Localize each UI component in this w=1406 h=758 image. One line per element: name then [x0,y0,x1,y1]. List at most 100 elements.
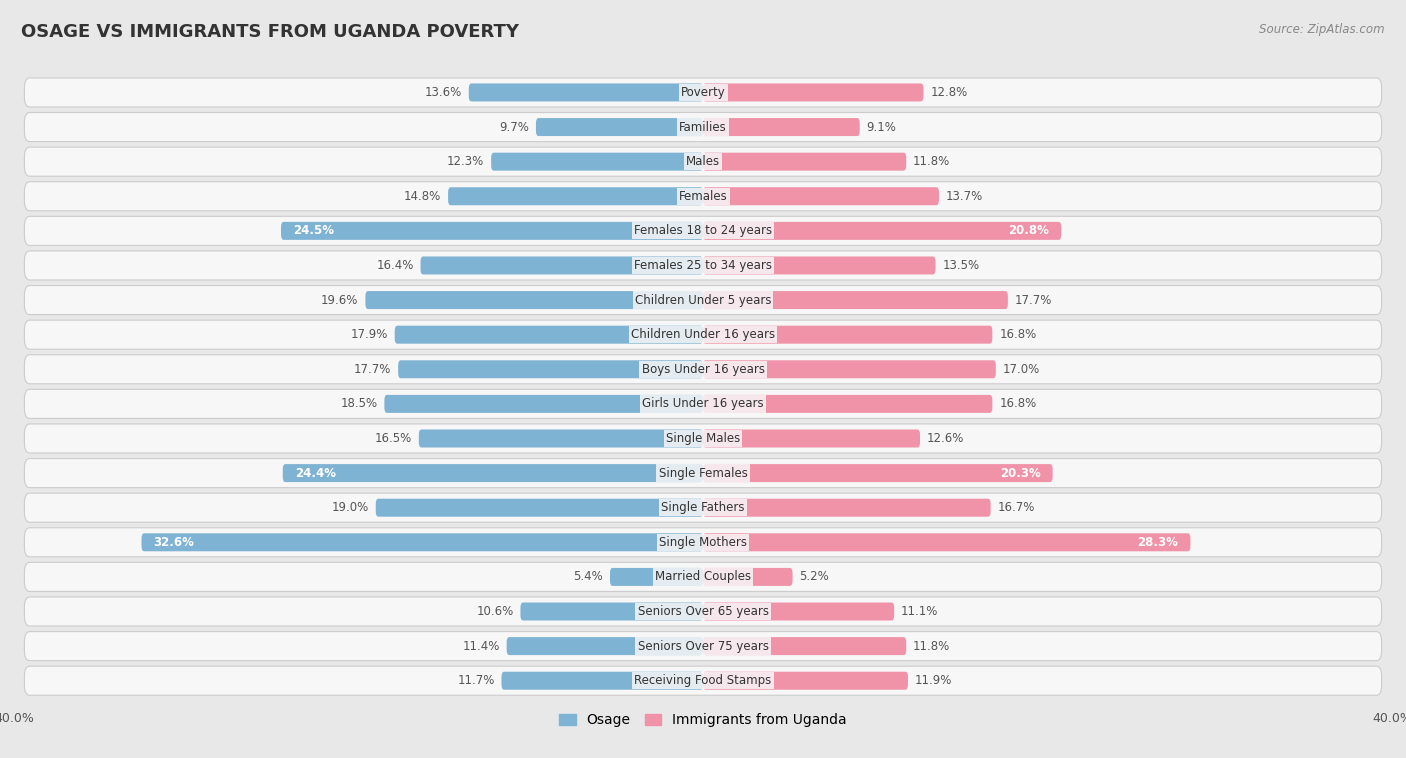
FancyBboxPatch shape [610,568,703,586]
Text: 12.6%: 12.6% [927,432,965,445]
Text: Females 18 to 24 years: Females 18 to 24 years [634,224,772,237]
Text: 11.4%: 11.4% [463,640,499,653]
Legend: Osage, Immigrants from Uganda: Osage, Immigrants from Uganda [554,708,852,733]
Text: Married Couples: Married Couples [655,571,751,584]
Text: 5.2%: 5.2% [800,571,830,584]
Text: 20.3%: 20.3% [1000,467,1040,480]
Text: 16.4%: 16.4% [377,259,413,272]
Text: Source: ZipAtlas.com: Source: ZipAtlas.com [1260,23,1385,36]
Text: 11.1%: 11.1% [901,605,938,618]
Text: Seniors Over 75 years: Seniors Over 75 years [637,640,769,653]
Text: 28.3%: 28.3% [1137,536,1178,549]
Text: 16.8%: 16.8% [1000,328,1036,341]
Text: Single Females: Single Females [658,467,748,480]
Text: Poverty: Poverty [681,86,725,99]
Text: 5.4%: 5.4% [574,571,603,584]
FancyBboxPatch shape [506,637,703,655]
FancyBboxPatch shape [703,360,995,378]
Text: 18.5%: 18.5% [340,397,377,410]
FancyBboxPatch shape [366,291,703,309]
Text: 11.8%: 11.8% [912,155,950,168]
FancyBboxPatch shape [703,118,859,136]
Text: 13.5%: 13.5% [942,259,980,272]
FancyBboxPatch shape [24,459,1382,487]
Text: Families: Families [679,121,727,133]
FancyBboxPatch shape [420,256,703,274]
FancyBboxPatch shape [24,216,1382,246]
FancyBboxPatch shape [24,390,1382,418]
FancyBboxPatch shape [703,256,935,274]
FancyBboxPatch shape [281,222,703,240]
Text: 17.0%: 17.0% [1002,363,1040,376]
FancyBboxPatch shape [536,118,703,136]
Text: 9.7%: 9.7% [499,121,529,133]
Text: 11.9%: 11.9% [915,674,952,688]
FancyBboxPatch shape [24,424,1382,453]
FancyBboxPatch shape [142,534,703,551]
FancyBboxPatch shape [24,78,1382,107]
Text: 9.1%: 9.1% [866,121,897,133]
Text: Children Under 5 years: Children Under 5 years [634,293,772,306]
Text: 12.8%: 12.8% [931,86,967,99]
FancyBboxPatch shape [703,187,939,205]
FancyBboxPatch shape [419,430,703,447]
Text: 16.5%: 16.5% [374,432,412,445]
FancyBboxPatch shape [24,355,1382,384]
FancyBboxPatch shape [283,464,703,482]
Text: 16.7%: 16.7% [997,501,1035,514]
Text: 12.3%: 12.3% [447,155,484,168]
Text: 11.8%: 11.8% [912,640,950,653]
FancyBboxPatch shape [703,534,1191,551]
Text: OSAGE VS IMMIGRANTS FROM UGANDA POVERTY: OSAGE VS IMMIGRANTS FROM UGANDA POVERTY [21,23,519,41]
Text: Girls Under 16 years: Girls Under 16 years [643,397,763,410]
FancyBboxPatch shape [24,493,1382,522]
FancyBboxPatch shape [24,631,1382,661]
Text: 13.7%: 13.7% [946,190,983,202]
Text: Single Mothers: Single Mothers [659,536,747,549]
Text: 13.6%: 13.6% [425,86,461,99]
FancyBboxPatch shape [398,360,703,378]
FancyBboxPatch shape [24,528,1382,557]
FancyBboxPatch shape [24,112,1382,142]
FancyBboxPatch shape [703,672,908,690]
Text: Seniors Over 65 years: Seniors Over 65 years [637,605,769,618]
Text: 24.4%: 24.4% [295,467,336,480]
Text: 19.0%: 19.0% [332,501,368,514]
FancyBboxPatch shape [384,395,703,413]
FancyBboxPatch shape [24,666,1382,695]
Text: 32.6%: 32.6% [153,536,194,549]
Text: Females 25 to 34 years: Females 25 to 34 years [634,259,772,272]
Text: Children Under 16 years: Children Under 16 years [631,328,775,341]
FancyBboxPatch shape [24,562,1382,591]
FancyBboxPatch shape [703,499,991,517]
FancyBboxPatch shape [375,499,703,517]
FancyBboxPatch shape [502,672,703,690]
Text: 11.7%: 11.7% [457,674,495,688]
FancyBboxPatch shape [703,222,1062,240]
Text: 10.6%: 10.6% [477,605,513,618]
FancyBboxPatch shape [24,597,1382,626]
Text: Single Fathers: Single Fathers [661,501,745,514]
FancyBboxPatch shape [703,637,907,655]
FancyBboxPatch shape [24,251,1382,280]
FancyBboxPatch shape [520,603,703,621]
FancyBboxPatch shape [24,182,1382,211]
Text: 16.8%: 16.8% [1000,397,1036,410]
Text: 17.7%: 17.7% [354,363,391,376]
Text: Males: Males [686,155,720,168]
Text: Boys Under 16 years: Boys Under 16 years [641,363,765,376]
FancyBboxPatch shape [703,152,907,171]
FancyBboxPatch shape [491,152,703,171]
Text: 24.5%: 24.5% [292,224,335,237]
FancyBboxPatch shape [703,568,793,586]
FancyBboxPatch shape [468,83,703,102]
Text: 17.9%: 17.9% [350,328,388,341]
FancyBboxPatch shape [703,291,1008,309]
Text: Single Males: Single Males [666,432,740,445]
Text: Females: Females [679,190,727,202]
Text: 14.8%: 14.8% [404,190,441,202]
FancyBboxPatch shape [703,326,993,343]
FancyBboxPatch shape [449,187,703,205]
FancyBboxPatch shape [703,395,993,413]
FancyBboxPatch shape [395,326,703,343]
